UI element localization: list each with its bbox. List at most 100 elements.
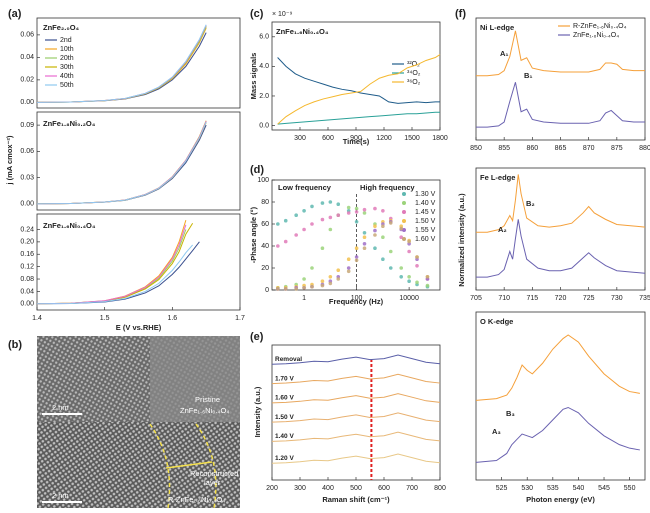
legend-marker — [402, 210, 406, 214]
panel-label: (e) — [250, 331, 264, 343]
x-axis-label: Time(s) — [343, 137, 370, 146]
annotation: B₃ — [506, 409, 515, 418]
data-point — [310, 266, 314, 270]
data-line — [36, 224, 187, 305]
y-tick-label: 0.12 — [20, 263, 34, 270]
layer-boundary — [195, 423, 217, 509]
x-tick-label: 540 — [573, 485, 585, 492]
y-tick-label: 0 — [265, 287, 269, 294]
x-tick-label: 400 — [322, 485, 334, 492]
data-point — [346, 205, 351, 210]
y-tick-label: 0.0 — [259, 122, 269, 129]
data-point — [346, 269, 351, 274]
data-point — [373, 246, 377, 250]
y-tick-label: 60 — [261, 221, 269, 228]
x-tick-label: 300 — [294, 135, 306, 142]
series-label: 1.40 V — [275, 433, 294, 440]
data-point — [373, 224, 377, 228]
data-point — [381, 209, 385, 213]
x-tick-label: 600 — [378, 485, 390, 492]
data-line — [476, 30, 645, 77]
chart: 0.00 0.02 0.04 0.06 2nd 10th 20th 30th 40th 50th (… — [8, 8, 241, 109]
x-tick-label: 300 — [294, 485, 306, 492]
legend-marker — [402, 237, 406, 241]
chart-title: Fe L-edge — [480, 173, 515, 182]
data-point — [425, 283, 430, 288]
x-tick-label: 1.5 — [100, 315, 110, 322]
y-tick-label: 0.20 — [20, 239, 34, 246]
plot-frame — [475, 17, 646, 141]
chart: 705 710 715 720 725 730 735 Fe L-edge Normalized… — [457, 167, 650, 302]
legend-label: R-ZnFe₁.₆Ni₀.₄O₄ — [573, 23, 627, 30]
x-tick-label: 1.6 — [167, 315, 177, 322]
y-tick-label: 0.02 — [20, 77, 34, 84]
scale-label: 2 nm — [52, 403, 69, 412]
sample-formula: ZnFe₁.₆Ni₀.₄O₄ — [180, 406, 229, 415]
legend-marker — [402, 228, 406, 232]
data-line — [475, 406, 640, 463]
x-tick-label: 860 — [526, 145, 538, 152]
data-line — [271, 431, 441, 442]
data-point — [354, 206, 359, 211]
layer-label: Reconstructed — [190, 469, 238, 478]
data-point — [373, 206, 377, 211]
data-point — [346, 211, 351, 215]
x-tick-label: 500 — [350, 485, 362, 492]
chart-title: Ni L-edge — [480, 23, 514, 32]
legend-label: 20th — [60, 55, 74, 62]
annotation: A₁ — [500, 49, 509, 58]
annotation: High frequency — [360, 183, 415, 192]
data-line — [36, 121, 207, 205]
series-label: 1.70 V — [275, 375, 294, 382]
data-point — [320, 201, 325, 205]
x-tick-label: 530 — [521, 485, 533, 492]
x-tick-label: 705 — [470, 295, 482, 302]
data-point — [346, 257, 351, 262]
data-line — [271, 393, 441, 404]
data-line — [271, 373, 441, 385]
data-point — [399, 266, 404, 270]
data-point — [362, 235, 367, 239]
data-point — [320, 279, 325, 284]
y-tick-label: 0.16 — [20, 251, 34, 258]
data-point — [425, 275, 430, 279]
y-axis-label: Intensity (a.u.) — [253, 386, 262, 437]
y-multiplier: × 10⁻⁹ — [272, 11, 293, 18]
data-line — [36, 24, 207, 103]
x-axis-label: Raman shift (cm⁻¹) — [322, 495, 390, 504]
chart: 0.00 0.03 0.06 0.09 ZnFe₁.₈Ni₀.₂O₄ j (mA cmox… — [5, 111, 241, 211]
data-point — [407, 239, 411, 244]
chart: 850 855 860 865 870 875 880 R-ZnFe₁.₆Ni₀.₄O₄ ZnF… — [455, 8, 650, 152]
data-point — [362, 246, 367, 250]
data-point — [294, 213, 298, 217]
annotation: Low frequency — [278, 183, 332, 192]
x-tick-label: 1.7 — [235, 315, 245, 322]
y-tick-label: 0.04 — [20, 54, 34, 61]
legend-marker — [402, 201, 406, 205]
x-tick-label: 730 — [611, 295, 623, 302]
data-point — [336, 202, 341, 206]
data-line — [271, 412, 441, 423]
data-line — [277, 54, 441, 125]
x-tick-label: 800 — [434, 485, 446, 492]
data-point — [294, 233, 298, 237]
x-axis-label: Photon energy (eV) — [526, 495, 595, 504]
legend-label: 40th — [60, 73, 74, 80]
data-point — [276, 222, 280, 226]
y-axis-label: Normalized intensity (a.u.) — [457, 193, 466, 287]
data-point — [388, 221, 393, 225]
chart: 525 530 535 540 545 550 O K-edge Photon energy … — [475, 311, 646, 504]
y-axis-label: Mass signals — [249, 53, 258, 100]
series-label: Removal — [275, 356, 302, 363]
data-point — [320, 283, 325, 288]
legend-label: 1.30 V — [415, 191, 436, 198]
x-tick-label: 700 — [406, 485, 418, 492]
series-label: 1.20 V — [275, 455, 294, 462]
x-tick-label: 855 — [498, 145, 510, 152]
x-tick-label: 715 — [526, 295, 538, 302]
sample-label: Pristine — [195, 395, 220, 404]
data-line — [271, 453, 441, 464]
x-axis-label: E (V vs.RHE) — [116, 323, 162, 332]
y-tick-label: 4.0 — [259, 63, 269, 70]
